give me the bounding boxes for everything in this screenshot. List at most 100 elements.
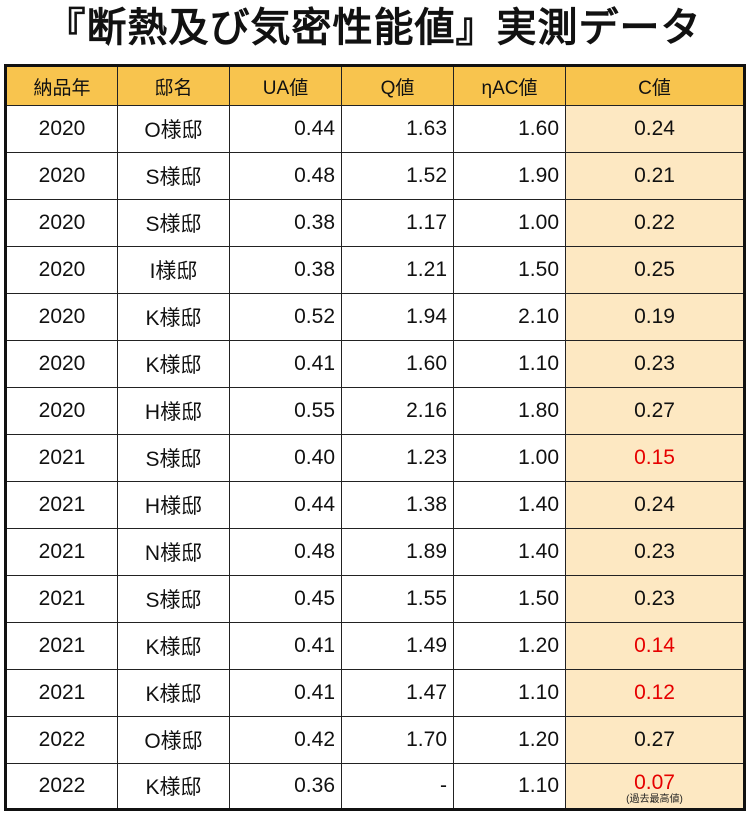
cell-c: 0.22 bbox=[565, 199, 745, 247]
cell-q: 1.38 bbox=[341, 481, 454, 529]
c-value: 0.25 bbox=[634, 258, 675, 281]
cell-eta-ac: 1.10 bbox=[453, 669, 566, 717]
cell-ua: 0.52 bbox=[229, 293, 342, 341]
cell-year: 2020 bbox=[5, 387, 118, 435]
page-title: 『断熱及び気密性能値』実測データ bbox=[45, 5, 702, 51]
cell-eta-ac: 1.00 bbox=[453, 199, 566, 247]
header-eta-ac: ηAC値 bbox=[453, 65, 566, 106]
cell-name: N様邸 bbox=[117, 528, 230, 576]
cell-c: 0.21 bbox=[565, 152, 745, 200]
table-row: 2020 S様邸 0.48 1.52 1.90 0.21 bbox=[5, 152, 745, 200]
cell-year: 2021 bbox=[5, 622, 118, 670]
cell-eta-ac: 1.40 bbox=[453, 481, 566, 529]
c-value: 0.23 bbox=[634, 540, 675, 563]
cell-c: 0.27 bbox=[565, 387, 745, 435]
cell-q: 1.17 bbox=[341, 199, 454, 247]
cell-eta-ac: 1.50 bbox=[453, 246, 566, 294]
c-value: 0.19 bbox=[634, 305, 675, 328]
cell-name: K様邸 bbox=[117, 669, 230, 717]
cell-q: 1.70 bbox=[341, 716, 454, 764]
table-row: 2020 I様邸 0.38 1.21 1.50 0.25 bbox=[5, 246, 745, 294]
cell-name: I様邸 bbox=[117, 246, 230, 294]
cell-year: 2021 bbox=[5, 575, 118, 623]
cell-ua: 0.48 bbox=[229, 152, 342, 200]
cell-q: - bbox=[341, 763, 454, 810]
cell-eta-ac: 2.10 bbox=[453, 293, 566, 341]
cell-eta-ac: 1.50 bbox=[453, 575, 566, 623]
cell-c: 0.25 bbox=[565, 246, 745, 294]
cell-ua: 0.38 bbox=[229, 246, 342, 294]
cell-ua: 0.41 bbox=[229, 622, 342, 670]
cell-year: 2021 bbox=[5, 528, 118, 576]
cell-q: 1.55 bbox=[341, 575, 454, 623]
performance-table: 納品年 邸名 UA値 Q値 ηAC値 C値 2020 O様邸 0.44 1.63 1.6… bbox=[4, 64, 746, 811]
table-row: 2020 S様邸 0.38 1.17 1.00 0.22 bbox=[5, 199, 745, 247]
cell-q: 1.94 bbox=[341, 293, 454, 341]
cell-c: 0.19 bbox=[565, 293, 745, 341]
table-row: 2020 K様邸 0.41 1.60 1.10 0.23 bbox=[5, 340, 745, 388]
cell-name: H様邸 bbox=[117, 387, 230, 435]
cell-eta-ac: 1.00 bbox=[453, 434, 566, 482]
cell-year: 2020 bbox=[5, 340, 118, 388]
cell-year: 2021 bbox=[5, 481, 118, 529]
cell-ua: 0.38 bbox=[229, 199, 342, 247]
table-row: 2022 O様邸 0.42 1.70 1.20 0.27 bbox=[5, 716, 745, 764]
cell-name: S様邸 bbox=[117, 434, 230, 482]
header-name: 邸名 bbox=[117, 65, 230, 106]
cell-eta-ac: 1.60 bbox=[453, 105, 566, 153]
cell-eta-ac: 1.10 bbox=[453, 763, 566, 810]
c-value: 0.24 bbox=[634, 117, 675, 140]
cell-year: 2020 bbox=[5, 105, 118, 153]
table-row: 2020 H様邸 0.55 2.16 1.80 0.27 bbox=[5, 387, 745, 435]
c-value: 0.23 bbox=[634, 352, 675, 375]
cell-year: 2021 bbox=[5, 434, 118, 482]
cell-year: 2020 bbox=[5, 293, 118, 341]
cell-name: K様邸 bbox=[117, 622, 230, 670]
c-value: 0.15 bbox=[634, 446, 675, 469]
cell-year: 2020 bbox=[5, 246, 118, 294]
c-value: 0.27 bbox=[634, 728, 675, 751]
record-note: (過去最高値) bbox=[626, 793, 683, 805]
cell-q: 1.49 bbox=[341, 622, 454, 670]
table-row: 2021 H様邸 0.44 1.38 1.40 0.24 bbox=[5, 481, 745, 529]
c-value: 0.23 bbox=[634, 587, 675, 610]
cell-eta-ac: 1.10 bbox=[453, 340, 566, 388]
cell-eta-ac: 1.80 bbox=[453, 387, 566, 435]
cell-year: 2022 bbox=[5, 763, 118, 810]
cell-name: O様邸 bbox=[117, 105, 230, 153]
c-value: 0.14 bbox=[634, 634, 675, 657]
c-value: 0.24 bbox=[634, 493, 675, 516]
cell-q: 1.63 bbox=[341, 105, 454, 153]
cell-year: 2020 bbox=[5, 152, 118, 200]
cell-ua: 0.41 bbox=[229, 669, 342, 717]
cell-name: S様邸 bbox=[117, 199, 230, 247]
cell-name: S様邸 bbox=[117, 575, 230, 623]
header-q: Q値 bbox=[341, 65, 454, 106]
cell-c: 0.14 bbox=[565, 622, 745, 670]
cell-ua: 0.41 bbox=[229, 340, 342, 388]
table-row: 2020 K様邸 0.52 1.94 2.10 0.19 bbox=[5, 293, 745, 341]
table-row: 2022 K様邸 0.36-1.10 0.07 (過去最高値) bbox=[5, 763, 745, 810]
cell-eta-ac: 1.20 bbox=[453, 716, 566, 764]
cell-eta-ac: 1.90 bbox=[453, 152, 566, 200]
cell-name: O様邸 bbox=[117, 716, 230, 764]
cell-eta-ac: 1.40 bbox=[453, 528, 566, 576]
cell-c: 0.23 bbox=[565, 528, 745, 576]
cell-q: 2.16 bbox=[341, 387, 454, 435]
cell-year: 2021 bbox=[5, 669, 118, 717]
cell-q: 1.23 bbox=[341, 434, 454, 482]
c-value: 0.12 bbox=[634, 681, 675, 704]
cell-year: 2022 bbox=[5, 716, 118, 764]
cell-eta-ac: 1.20 bbox=[453, 622, 566, 670]
cell-ua: 0.40 bbox=[229, 434, 342, 482]
header-c: C値 bbox=[565, 65, 745, 106]
c-value: 0.07 bbox=[634, 770, 675, 794]
table-row: 2021 K様邸 0.41 1.47 1.10 0.12 bbox=[5, 669, 745, 717]
cell-ua: 0.42 bbox=[229, 716, 342, 764]
cell-c: 0.12 bbox=[565, 669, 745, 717]
cell-c: 0.15 bbox=[565, 434, 745, 482]
table-header-row: 納品年 邸名 UA値 Q値 ηAC値 C値 bbox=[5, 65, 745, 106]
cell-c: 0.23 bbox=[565, 575, 745, 623]
c-value: 0.22 bbox=[634, 211, 675, 234]
cell-c: 0.07 (過去最高値) bbox=[565, 763, 745, 810]
